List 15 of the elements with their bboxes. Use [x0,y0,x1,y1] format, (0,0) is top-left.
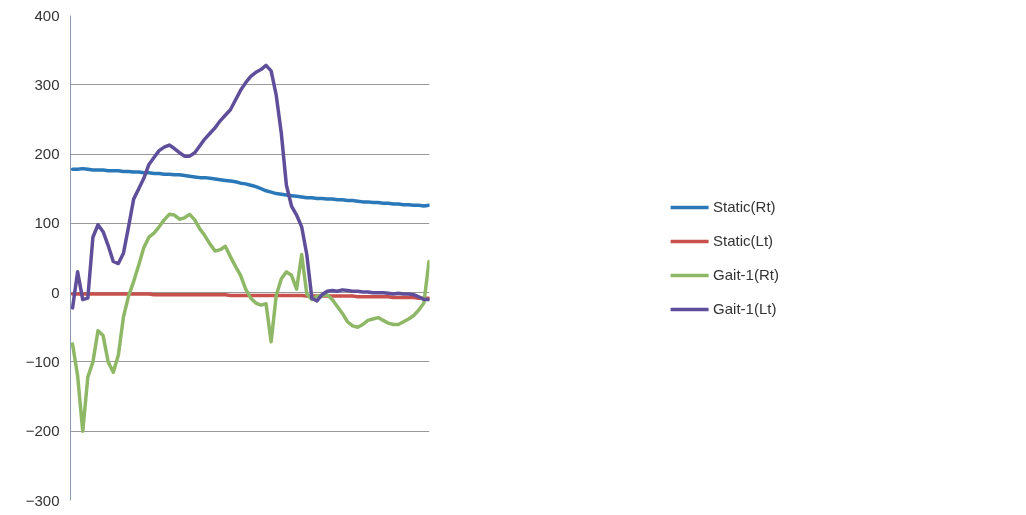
legend-label: Gait-1(Rt) [713,266,779,283]
y-tick-label: −100 [25,352,60,370]
line-series [70,212,430,433]
y-tick-label: −300 [25,491,60,509]
y-tick-label: 0 [51,283,60,301]
y-tick-label: −200 [25,422,60,440]
line-series [70,63,430,310]
legend-label: Static(Lt) [713,232,774,249]
y-tick-label: 100 [34,214,60,232]
legend-label: Static(Rt) [713,198,776,215]
y-tick-label: 400 [34,6,60,24]
y-tick-label: 200 [34,145,60,163]
legend-label: Gait-1(Lt) [713,300,777,317]
line-series [70,166,430,208]
y-tick-label: 300 [34,75,60,93]
